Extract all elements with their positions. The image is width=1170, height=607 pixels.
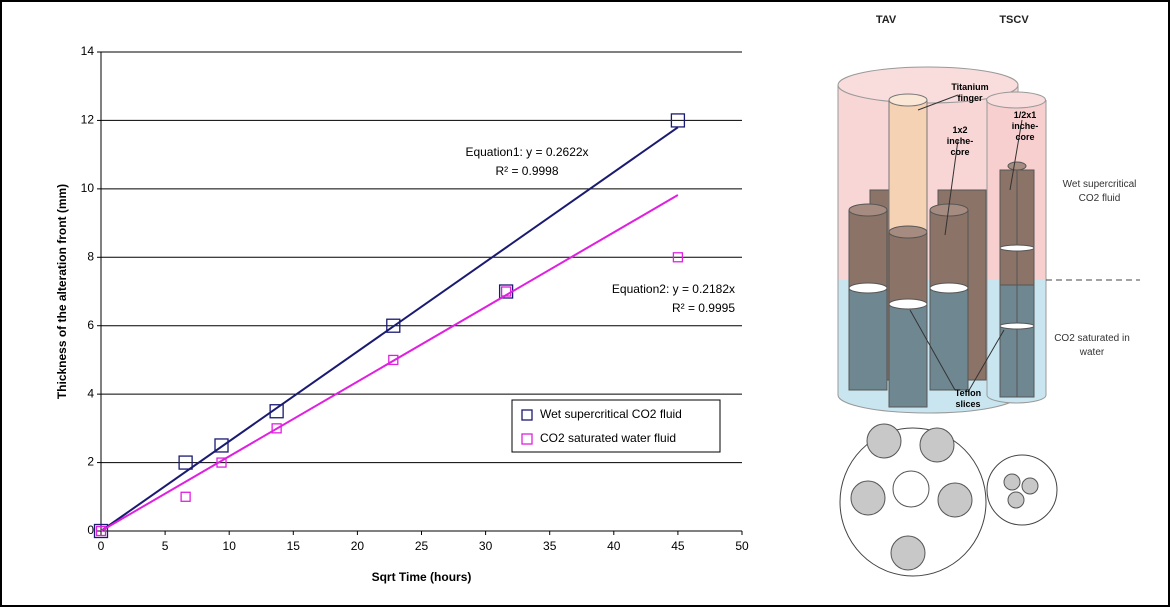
saturated-label: CO2 saturated in water xyxy=(1054,333,1130,358)
y-tick-label: 4 xyxy=(87,386,94,400)
core-small-label: 1/2x1 inche-core xyxy=(1011,110,1039,142)
finger-top xyxy=(888,93,928,107)
equation-label: Equation1: y = 0.2622x xyxy=(465,145,588,159)
y-tick-label: 2 xyxy=(87,455,94,469)
y-tick-label: 14 xyxy=(81,44,95,58)
legend-label: CO2 saturated water fluid xyxy=(540,431,676,445)
r2-label: R² = 0.9998 xyxy=(495,164,558,178)
diagram: TAV TSCV Titanium finger 1x2 inche-core … xyxy=(837,14,1140,577)
finger-label: Titanium finger xyxy=(951,82,989,103)
equation-label: Equation2: y = 0.2182x xyxy=(612,282,735,296)
trend-line xyxy=(100,194,679,532)
x-tick-label: 15 xyxy=(287,539,301,553)
core-large-label: 1x2 inche-core xyxy=(946,125,974,157)
x-tick-label: 25 xyxy=(415,539,429,553)
data-point xyxy=(93,523,109,539)
trend-line xyxy=(100,126,679,532)
section-small-cores xyxy=(1003,473,1039,509)
y-tick-label: 8 xyxy=(87,249,94,263)
pointer-lines xyxy=(909,94,1023,393)
y-tick-label: 6 xyxy=(87,318,94,332)
x-tick-label: 30 xyxy=(479,539,493,553)
y-axis-title: Thickness of the alteration front (mm) xyxy=(55,184,69,399)
x-tick-label: 5 xyxy=(162,539,169,553)
x-tick-label: 45 xyxy=(671,539,685,553)
data-point xyxy=(269,404,284,419)
finger-label-box: Titanium finger xyxy=(951,82,989,103)
data-point xyxy=(388,354,399,366)
tscv-title: TSCV xyxy=(999,14,1029,26)
core-small-box: 1/2x1 inche-core xyxy=(1011,110,1039,142)
data-point xyxy=(386,318,401,333)
legend-marker xyxy=(521,433,533,445)
x-tick-label: 20 xyxy=(351,539,365,553)
x-tick-label: 10 xyxy=(223,539,237,553)
section-finger xyxy=(892,470,930,508)
tav-title: TAV xyxy=(876,14,897,26)
wet-box: Wet supercritical CO2 fluid xyxy=(1062,179,1137,204)
section-cores xyxy=(850,423,973,571)
legend-label: Wet supercritical CO2 fluid xyxy=(540,407,682,421)
saturated-box: CO2 saturated in water xyxy=(1054,333,1130,358)
data-point xyxy=(95,525,107,537)
data-point xyxy=(214,438,229,453)
chart: 0 2 4 6 8 10 12 14 0 5 10 15 20 25 30 35 40 45 50 Sqrt Time… xyxy=(55,44,749,584)
section-small xyxy=(986,454,1058,526)
small-wall xyxy=(986,100,1047,404)
y-tick-label: 10 xyxy=(81,181,95,195)
data-point xyxy=(178,455,193,470)
data-point xyxy=(670,113,686,128)
cores-front xyxy=(848,203,969,408)
data-point xyxy=(216,457,227,468)
x-tick-label: 50 xyxy=(735,539,749,553)
small-top xyxy=(986,91,1046,109)
y-tick-label: 0 xyxy=(87,523,94,537)
x-tick-label: 0 xyxy=(98,539,105,553)
r2-label: R² = 0.9995 xyxy=(672,301,735,315)
data-point xyxy=(500,286,512,297)
data-point xyxy=(180,491,191,502)
y-tick-label: 12 xyxy=(81,113,95,127)
core-large-box: 1x2 inche-core xyxy=(946,125,974,157)
teflon-box: Teflon slices xyxy=(954,388,982,409)
data-point xyxy=(271,423,282,434)
data-point xyxy=(672,252,684,263)
x-axis-title: Sqrt Time (hours) xyxy=(372,570,472,584)
legend-box xyxy=(511,399,721,453)
wet-label: Wet supercritical CO2 fluid xyxy=(1062,179,1137,204)
small-cores xyxy=(999,161,1035,398)
x-tick-label: 35 xyxy=(543,539,557,553)
legend-marker xyxy=(521,409,533,421)
teflon-label: Teflon slices xyxy=(954,388,982,409)
x-tick-label: 40 xyxy=(607,539,621,553)
